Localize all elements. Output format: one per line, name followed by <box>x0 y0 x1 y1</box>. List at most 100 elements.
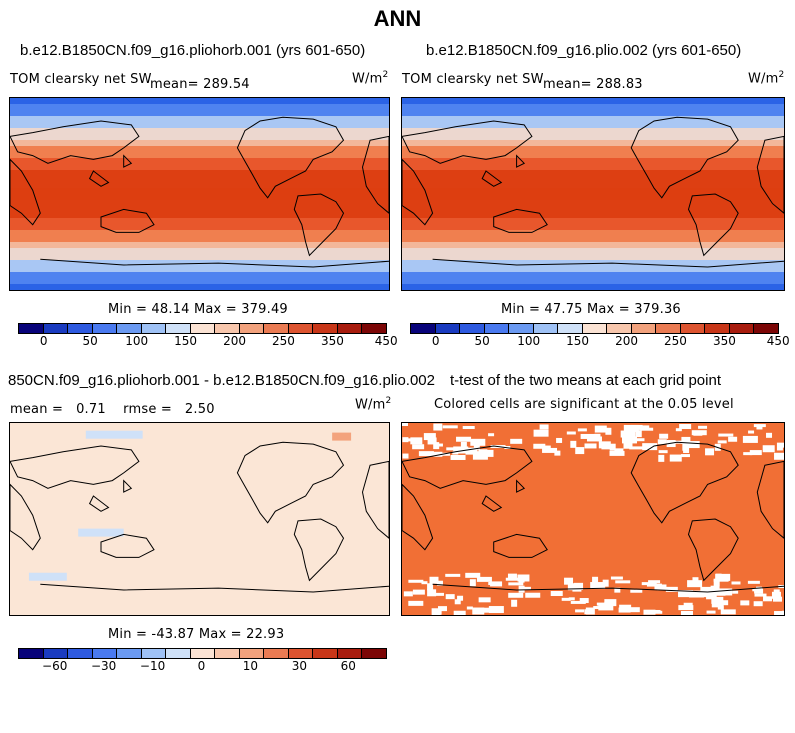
nonsignificant-cell <box>705 448 715 456</box>
nonsignificant-cell <box>478 597 491 603</box>
nonsignificant-cell <box>405 438 412 442</box>
map-band <box>402 122 784 129</box>
map-band <box>10 579 389 586</box>
nonsignificant-cell <box>629 446 645 450</box>
coastline <box>687 193 739 257</box>
nonsignificant-cell <box>550 591 563 597</box>
panel2-minmax: Min = 47.75 Max = 379.36 <box>501 302 681 317</box>
coastline <box>402 483 434 551</box>
nonsignificant-cell <box>678 605 694 611</box>
colorbar-tick-label: 250 <box>664 334 687 348</box>
coastline <box>756 135 784 214</box>
colorbar-swatch <box>43 324 69 333</box>
map-band <box>10 531 389 538</box>
panel3-colorbar <box>18 648 387 659</box>
nonsignificant-cell <box>748 430 755 434</box>
map-band <box>402 525 784 532</box>
map-band <box>10 212 389 219</box>
colorbar-swatch <box>411 324 436 333</box>
panel1-variable-label: TOM clearsky net SW <box>10 72 152 87</box>
nonsignificant-cell <box>412 444 425 450</box>
colorbar-swatch <box>460 324 485 333</box>
coastline <box>123 479 133 493</box>
nonsignificant-cell <box>579 598 589 604</box>
nonsignificant-cell <box>681 436 691 444</box>
nonsignificant-cell <box>752 588 759 592</box>
nonsignificant-cell <box>687 441 700 449</box>
coastline <box>10 158 41 226</box>
nonsignificant-cell <box>433 423 443 431</box>
nonsignificant-cell <box>584 609 594 615</box>
map-band <box>10 278 389 285</box>
nonsignificant-cell <box>645 609 661 613</box>
nonsignificant-cell <box>566 431 576 435</box>
panel1-map <box>9 97 390 291</box>
nonsignificant-cell <box>542 447 558 453</box>
panel4-subtitle: Colored cells are significant at the 0.0… <box>434 397 734 412</box>
coastline <box>10 483 41 551</box>
nonsignificant-cell <box>403 591 413 597</box>
nonsignificant-cell <box>657 587 673 591</box>
nonsignificant-cell <box>518 577 525 583</box>
coastline <box>402 158 434 226</box>
map-band <box>402 567 784 574</box>
colorbar-swatch <box>19 649 44 658</box>
nonsignificant-cell <box>408 600 424 606</box>
nonsignificant-cell <box>776 442 784 448</box>
colorbar-tick-label: 0 <box>39 334 48 348</box>
nonsignificant-cell <box>570 600 586 604</box>
panel2-colorbar <box>410 323 779 334</box>
map-band <box>402 104 784 111</box>
nonsignificant-cell <box>490 581 503 587</box>
nonsignificant-cell <box>693 430 703 436</box>
map-band <box>402 140 784 147</box>
map-band <box>10 525 389 532</box>
nonsignificant-cell <box>594 433 601 437</box>
colorbar-swatch <box>607 324 632 333</box>
colorbar-swatch <box>509 324 534 333</box>
colorbar-swatch <box>215 324 240 333</box>
map-band <box>402 98 784 105</box>
nonsignificant-cell <box>763 596 773 602</box>
nonsignificant-cell <box>427 589 437 597</box>
anomaly-patch <box>28 572 67 581</box>
coastline <box>630 116 739 199</box>
map-band <box>10 122 389 129</box>
coastline <box>40 583 389 593</box>
map-band <box>402 230 784 237</box>
colorbar-swatch <box>631 324 657 333</box>
coastline <box>481 170 503 187</box>
map-band <box>402 236 784 243</box>
nonsignificant-cell <box>742 435 758 443</box>
panel3-case-title: 850CN.f09_g16.pliohorb.001 - b.e12.B1850… <box>8 372 435 389</box>
colorbar-swatch <box>166 324 191 333</box>
nonsignificant-cell <box>584 443 597 449</box>
nonsignificant-cell <box>442 425 458 429</box>
nonsignificant-cell <box>508 582 524 586</box>
colorbar-swatch <box>558 324 583 333</box>
map-band <box>10 519 389 526</box>
nonsignificant-cell <box>450 454 466 460</box>
map-band <box>402 224 784 231</box>
colorbar-tick-label: 250 <box>272 334 295 348</box>
colorbar-swatch <box>362 324 386 333</box>
map-band <box>402 272 784 279</box>
map-band <box>402 242 784 249</box>
coastline <box>40 258 389 268</box>
colorbar-tick-label: 100 <box>517 334 541 348</box>
map-band <box>10 465 389 472</box>
nonsignificant-cell <box>433 451 443 457</box>
map-band <box>10 146 389 153</box>
map-band <box>10 597 389 604</box>
nonsignificant-cell <box>641 582 657 586</box>
panel4-map-field <box>402 423 784 615</box>
panel1-colorbar-ticks: 0 50 100 150 200 250 350 450 <box>18 334 398 350</box>
nonsignificant-cell <box>776 447 783 451</box>
nonsignificant-cell <box>539 424 549 430</box>
map-band <box>10 495 389 502</box>
nonsignificant-cell <box>680 610 693 615</box>
nonsignificant-cell <box>575 609 585 613</box>
nonsignificant-cell <box>457 595 464 601</box>
colorbar-tick-label: 60 <box>340 659 356 673</box>
nonsignificant-cell <box>427 583 434 591</box>
